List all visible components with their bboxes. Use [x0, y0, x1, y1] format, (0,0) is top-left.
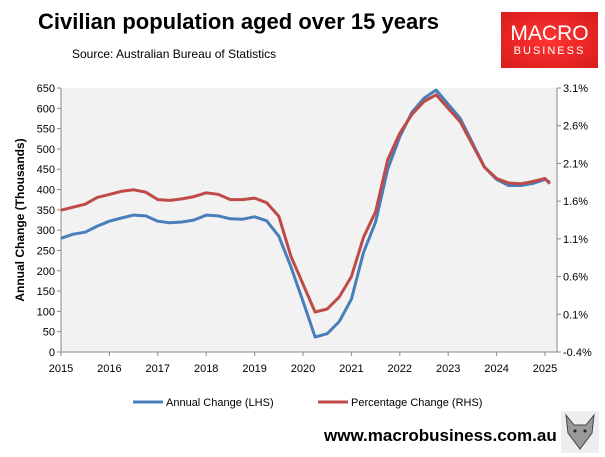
legend-label-1: Percentage Change (RHS): [351, 397, 482, 409]
logo-line2: BUSINESS: [513, 45, 586, 57]
x-tick-label: 2016: [97, 363, 121, 375]
line-chart: 0 50 100 150 200 250 300 350 400 450 500 550 600 650 -…: [13, 83, 592, 409]
x-tick-label: 2023: [436, 363, 460, 375]
x-tick-label: 2019: [242, 363, 266, 375]
y2-tick-label: 2.1%: [563, 158, 588, 170]
y-tick-label: 0: [49, 347, 55, 359]
y-tick-label: 650: [37, 83, 55, 95]
x-tick-label: 2018: [194, 363, 218, 375]
y2-tick-label: 0.6%: [563, 272, 588, 284]
y-axis-label: Annual Change (Thousands): [13, 138, 27, 301]
y2-tick-label: 2.6%: [563, 121, 588, 133]
legend-label-0: Annual Change (LHS): [166, 397, 274, 409]
macrobusiness-logo: MACRO BUSINESS: [501, 12, 598, 68]
x-tick-label: 2021: [339, 363, 363, 375]
x-tick-label: 2017: [146, 363, 170, 375]
website-url: www.macrobusiness.com.au: [324, 426, 557, 445]
y-tick-label: 200: [37, 266, 55, 278]
y-tick-label: 100: [37, 306, 55, 318]
y2-tick-label: -0.4%: [563, 347, 592, 359]
y-tick-label: 50: [43, 327, 55, 339]
plot-area: [61, 88, 557, 352]
y2-tick-label: 3.1%: [563, 83, 588, 95]
legend: Annual Change (LHS) Percentage Change (RH…: [133, 397, 482, 409]
x-tick-label: 2024: [484, 363, 508, 375]
chart-title: Civilian population aged over 15 years: [38, 9, 440, 34]
x-tick-label: 2022: [388, 363, 412, 375]
y2-tick-label: 1.6%: [563, 196, 588, 208]
y-tick-label: 600: [37, 103, 55, 115]
wolf-icon: [561, 411, 599, 453]
y-tick-label: 250: [37, 245, 55, 257]
x-tick-label: 2020: [291, 363, 315, 375]
y2-tick-label: 0.1%: [563, 309, 588, 321]
y-tick-label: 550: [37, 124, 55, 136]
x-tick-label: 2025: [533, 363, 557, 375]
y-tick-label: 150: [37, 286, 55, 298]
chart-source: Source: Australian Bureau of Statistics: [72, 47, 277, 61]
y-tick-label: 300: [37, 225, 55, 237]
series-line-1: [60, 93, 551, 314]
logo-line1: MACRO: [510, 22, 589, 45]
y-tick-label: 500: [37, 144, 55, 156]
x-tick-label: 2015: [49, 363, 73, 375]
y2-tick-label: 1.1%: [563, 234, 588, 246]
y-tick-label: 350: [37, 205, 55, 217]
y-tick-label: 400: [37, 185, 55, 197]
y-tick-label: 450: [37, 164, 55, 176]
